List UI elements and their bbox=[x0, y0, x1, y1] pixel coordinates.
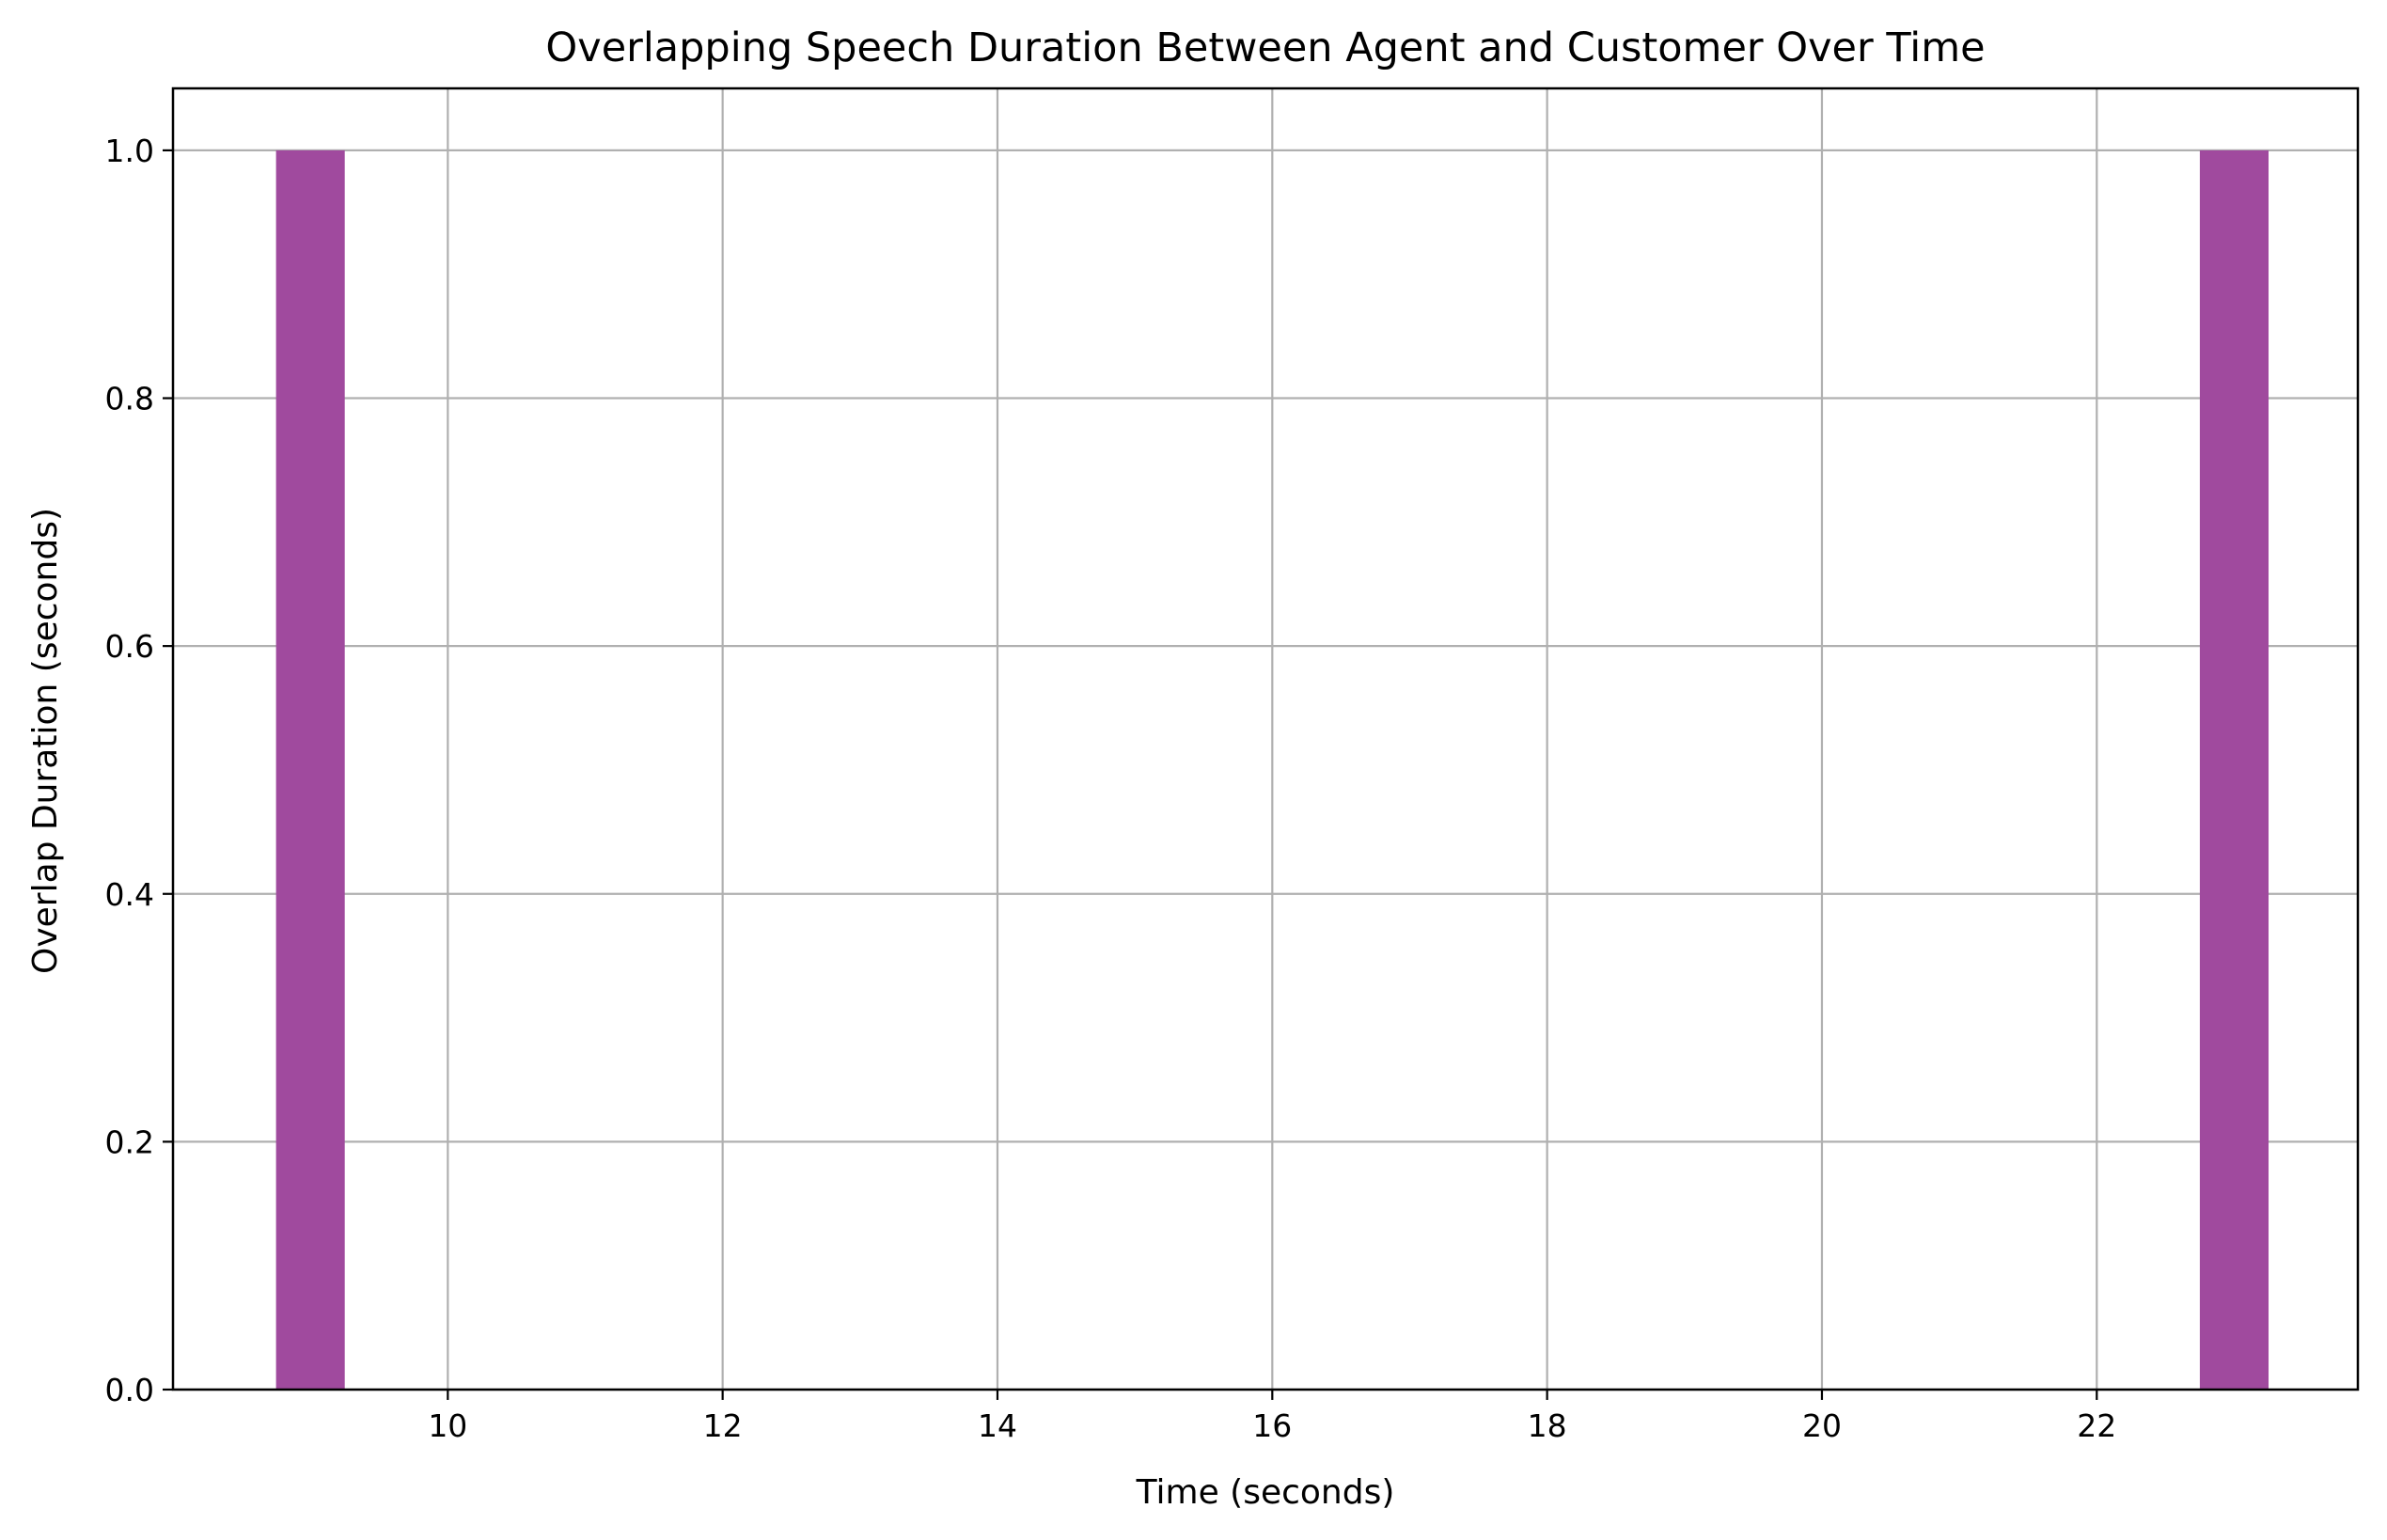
chart-title: Overlapping Speech Duration Between Agen… bbox=[545, 24, 1985, 71]
y-tick-label: 0.2 bbox=[105, 1124, 154, 1160]
x-tick-label: 14 bbox=[978, 1407, 1017, 1444]
y-tick-label: 0.4 bbox=[105, 876, 154, 913]
y-tick-label: 0.0 bbox=[105, 1372, 154, 1408]
x-tick-label: 12 bbox=[703, 1407, 743, 1444]
plot-frame bbox=[171, 86, 2360, 1391]
bar bbox=[275, 149, 345, 1390]
x-tick-label: 18 bbox=[1528, 1407, 1567, 1444]
x-axis-ticks: 10 12 14 16 18 20 22 bbox=[428, 1390, 2116, 1444]
x-tick-label: 20 bbox=[1802, 1407, 1842, 1444]
x-tick-label: 22 bbox=[2077, 1407, 2116, 1444]
y-tick-label: 0.8 bbox=[105, 381, 154, 417]
x-tick-label: 10 bbox=[428, 1407, 467, 1444]
y-tick-label: 0.6 bbox=[105, 628, 154, 665]
bar bbox=[2199, 149, 2269, 1390]
grid-lines bbox=[173, 88, 2358, 1391]
x-axis-label: Time (seconds) bbox=[1136, 1473, 1395, 1512]
y-axis-ticks: 0.0 0.2 0.4 0.6 0.8 1.0 bbox=[105, 133, 173, 1408]
bars bbox=[275, 149, 2269, 1390]
x-tick-label: 16 bbox=[1252, 1407, 1292, 1444]
y-axis-label: Overlap Duration (seconds) bbox=[26, 508, 65, 974]
y-tick-label: 1.0 bbox=[105, 133, 154, 169]
